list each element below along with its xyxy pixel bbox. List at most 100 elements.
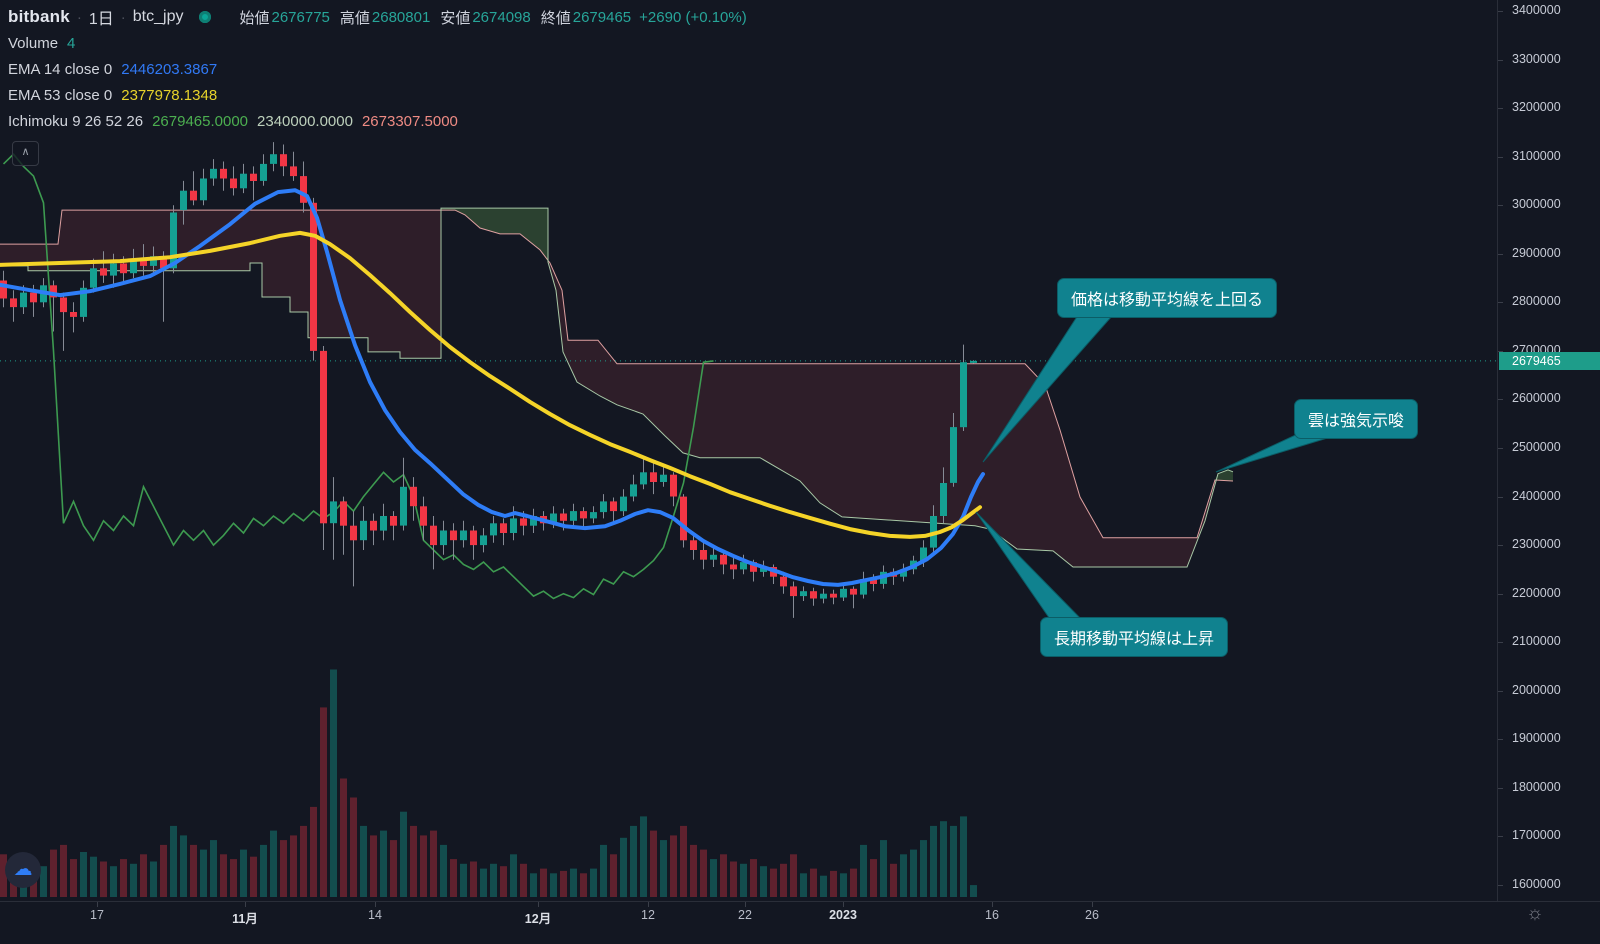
time-axis-tick	[992, 902, 993, 907]
market-status-icon[interactable]	[199, 11, 212, 23]
volume-pane	[0, 669, 977, 898]
volume-bar	[320, 707, 327, 897]
last-price-tag: 2679465	[1499, 352, 1600, 370]
volume-bar	[520, 863, 527, 897]
candle-body	[960, 362, 967, 428]
candle-body	[590, 512, 597, 519]
annotation-bullish-cloud[interactable]: 雲は強気示唆	[1294, 399, 1419, 439]
volume-bar	[260, 844, 267, 897]
volume-bar	[710, 859, 717, 897]
candlestick-series	[0, 142, 977, 618]
time-axis[interactable]: 17 11月 14 12月 12 22 2023 16 26	[0, 901, 1600, 944]
price-axis-tick	[1498, 108, 1503, 109]
candle-body	[620, 496, 627, 512]
volume-bar	[940, 821, 947, 897]
pair-label[interactable]: btc_jpy	[132, 8, 184, 25]
candle-body	[530, 516, 537, 526]
candle-body	[80, 287, 87, 317]
legend-panel: bitbank · 1日 · btc_jpy 始値 2676775 高値 268…	[8, 4, 747, 134]
interval-label[interactable]: 1日	[88, 11, 114, 28]
volume-bar	[290, 835, 297, 897]
candle-body	[360, 520, 367, 541]
volume-bar	[210, 840, 217, 897]
ema14-label: EMA 14 close 0	[8, 60, 113, 78]
time-axis-label: 16	[985, 908, 999, 922]
candle-body	[310, 202, 317, 351]
candle-body	[680, 496, 687, 541]
candle-body	[500, 523, 507, 533]
ema53-label: EMA 53 close 0	[8, 86, 113, 104]
volume-bar	[640, 816, 647, 897]
collapse-legend-button[interactable]: ∧	[12, 141, 39, 166]
price-axis-label: 3400000	[1512, 3, 1561, 17]
price-axis-label: 3300000	[1512, 52, 1561, 66]
open-label: 始値	[239, 9, 270, 27]
time-axis-label: 22	[738, 908, 752, 922]
candle-body	[410, 486, 417, 507]
candle-body	[470, 530, 477, 546]
candle-body	[100, 268, 107, 276]
volume-bar	[350, 797, 357, 897]
volume-bar	[530, 873, 537, 897]
price-axis-label: 2500000	[1512, 440, 1561, 454]
candle-body	[420, 506, 427, 526]
volume-bar	[950, 825, 957, 897]
candle-body	[280, 154, 287, 167]
candle-body	[840, 588, 847, 598]
price-axis-label: 2400000	[1512, 489, 1561, 503]
volume-bar	[90, 856, 97, 897]
watermark-logo[interactable]: ☁	[5, 852, 41, 888]
candle-body	[650, 472, 657, 482]
volume-bar	[650, 830, 657, 897]
volume-bar	[380, 830, 387, 897]
ema14-legend-row[interactable]: EMA 14 close 0 2446203.3867	[8, 56, 747, 82]
time-axis-label: 2023	[829, 908, 857, 922]
volume-bar	[140, 854, 147, 897]
volume-bar	[70, 859, 77, 897]
time-axis-tick	[97, 902, 98, 907]
candle-body	[390, 516, 397, 526]
ichimoku-senkou-a-value: 2340000.0000	[257, 112, 353, 130]
volume-legend-row[interactable]: Volume 4	[8, 30, 747, 56]
volume-bar	[230, 859, 237, 897]
symbol-header-row[interactable]: bitbank · 1日 · btc_jpy 始値 2676775 高値 268…	[8, 4, 747, 30]
candle-body	[210, 168, 217, 179]
price-axis-tick	[1498, 497, 1503, 498]
volume-bar	[360, 825, 367, 897]
volume-bar	[620, 837, 627, 898]
ichimoku-chikou-value: 2679465.0000	[152, 112, 249, 130]
volume-bar	[430, 830, 437, 897]
price-axis-tick	[1498, 254, 1503, 255]
candle-body	[110, 263, 117, 276]
candle-body	[30, 292, 37, 303]
time-axis-label: 11月	[232, 912, 258, 926]
candle-body	[660, 474, 667, 482]
ichimoku-legend-row[interactable]: Ichimoku 9 26 52 26 2679465.0000 2340000…	[8, 108, 747, 134]
annotation-price-above-ma[interactable]: 価格は移動平均線を上回る	[1057, 278, 1278, 318]
sun-clock-icon: ☼	[1526, 903, 1544, 924]
volume-bar	[220, 854, 227, 897]
price-axis-label: 1600000	[1512, 877, 1561, 891]
timezone-settings-button[interactable]: ☼	[1522, 901, 1548, 927]
candle-body	[860, 579, 867, 595]
volume-bar	[170, 825, 177, 897]
ema53-legend-row[interactable]: EMA 53 close 0 2377978.1348	[8, 82, 747, 108]
chart-canvas[interactable]	[0, 0, 1497, 901]
volume-bar	[850, 868, 857, 897]
price-axis-tick	[1498, 739, 1503, 740]
volume-label: Volume	[8, 34, 59, 52]
candle-body	[460, 530, 467, 541]
volume-bar	[960, 816, 967, 897]
volume-bar	[340, 778, 347, 897]
annotation-longterm-ma-rising[interactable]: 長期移動平均線は上昇	[1040, 617, 1229, 657]
price-axis-tick	[1498, 205, 1503, 206]
volume-bar	[580, 873, 587, 897]
volume-bar	[80, 852, 87, 897]
candle-body	[740, 562, 747, 570]
ichimoku-label: Ichimoku 9 26 52 26	[8, 112, 144, 130]
price-axis[interactable]: 2679465 3400000 3300000 3200000 3100000 3000…	[1497, 0, 1600, 901]
price-axis-tick	[1498, 594, 1503, 595]
candle-body	[50, 285, 57, 298]
symbol-name[interactable]: bitbank	[8, 7, 70, 26]
candle-body	[400, 486, 407, 526]
